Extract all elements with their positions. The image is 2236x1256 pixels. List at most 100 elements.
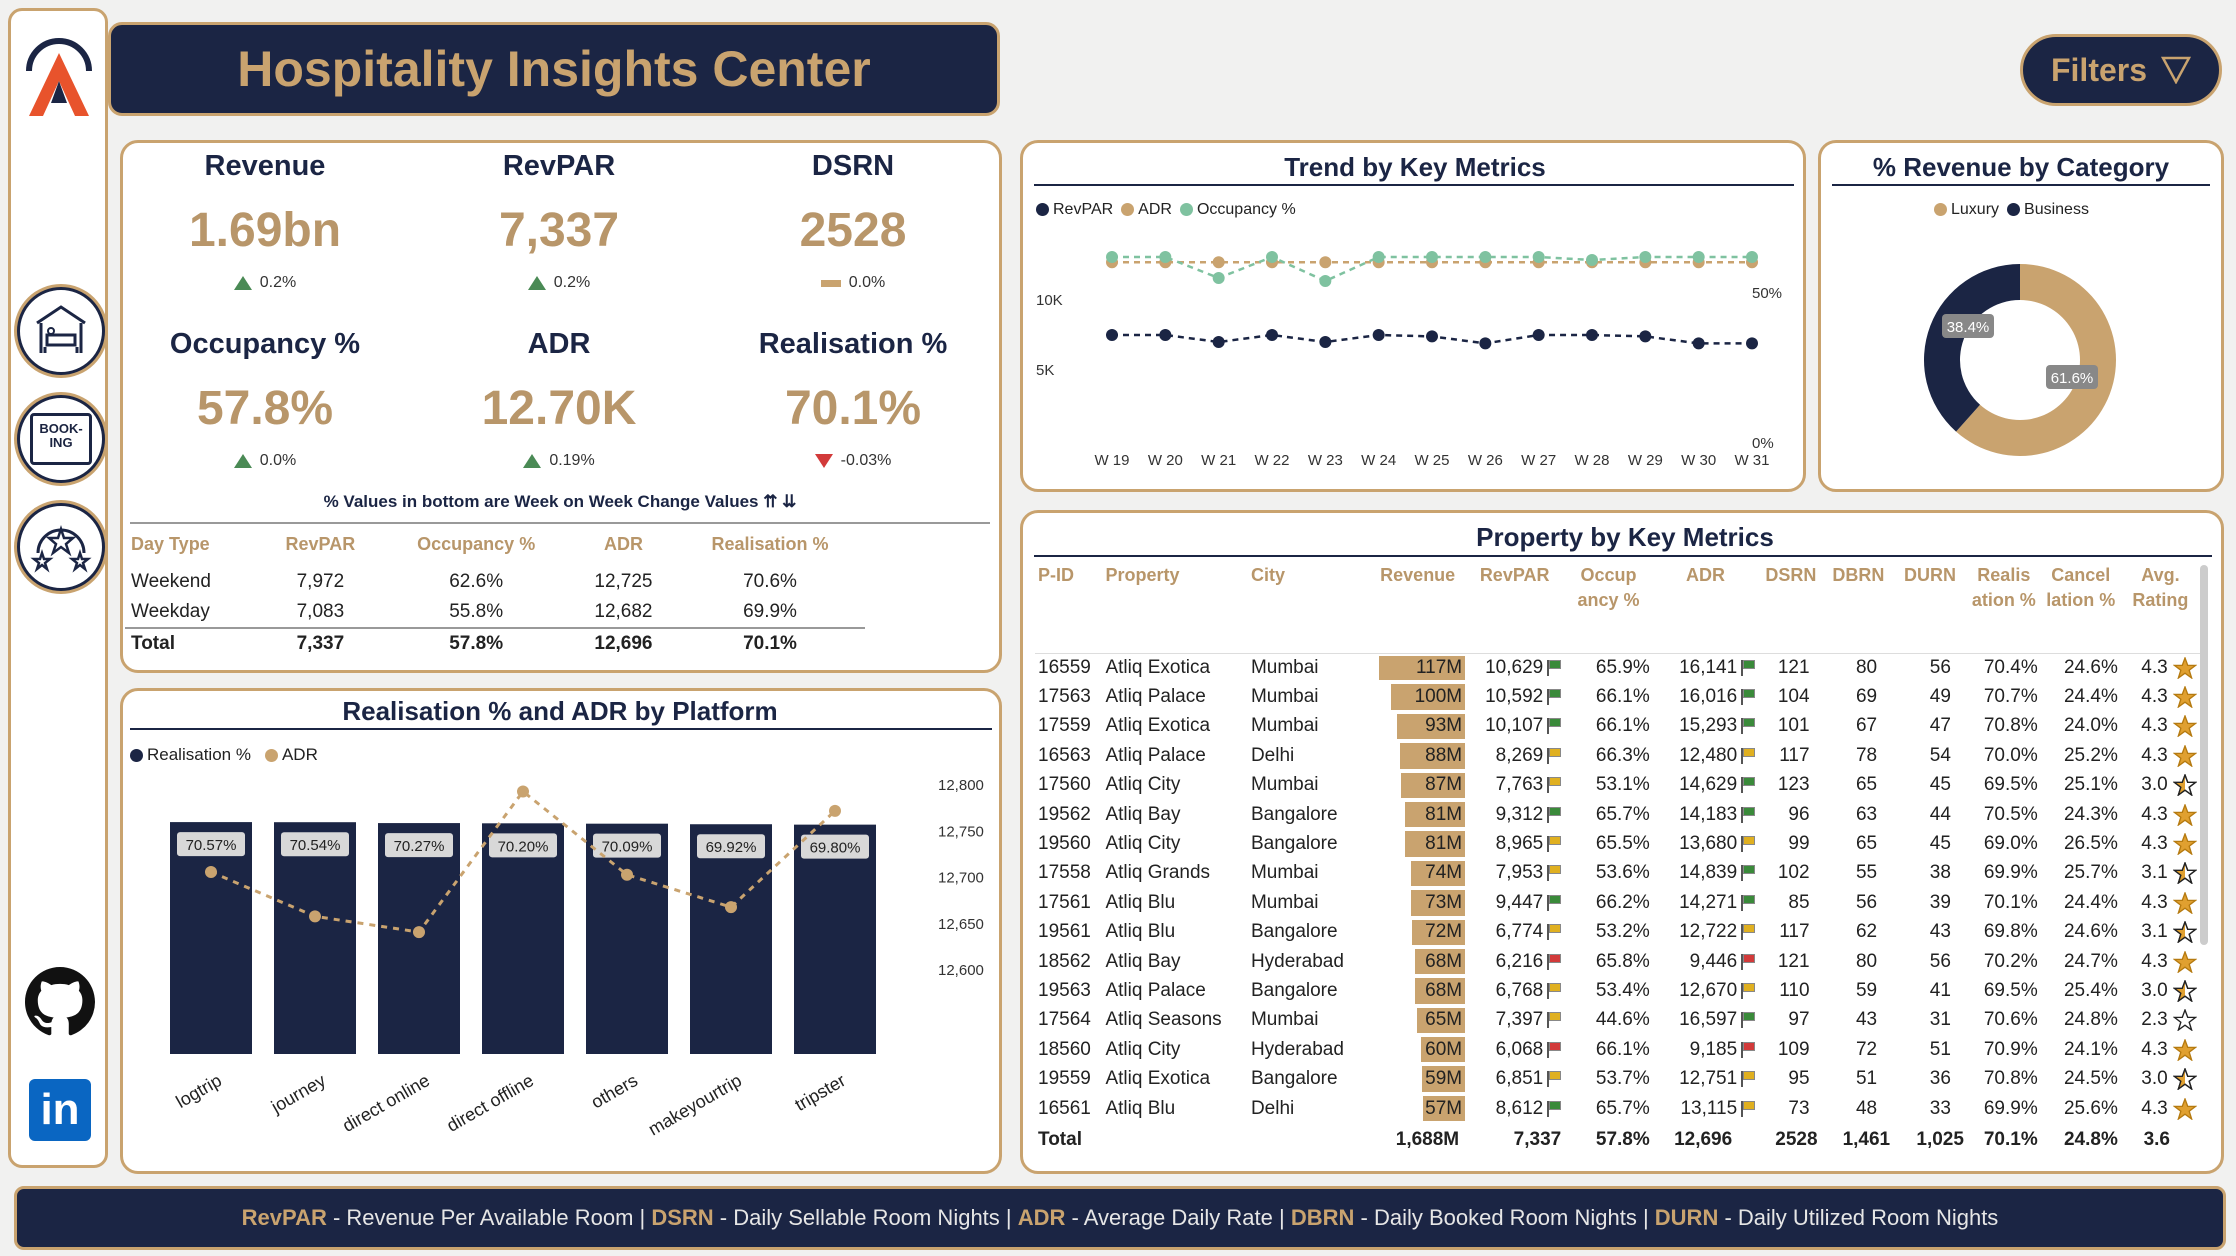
github-icon[interactable] [25,967,95,1037]
star-icon [2172,714,2198,739]
dsrn-cell: 109 [1777,1038,1810,1060]
table-row[interactable]: 16563 Atliq Palace Delhi 88M 8,269 66.3% 12,48… [1035,741,2200,770]
revpar-cell: 7,763 [1465,771,1564,800]
star-icon [2172,1008,2198,1033]
cancellation-cell: 25.2% [2063,744,2118,766]
category-legend: Luxury Business [1934,201,2089,219]
table-row[interactable]: 17558 Atliq Grands Mumbai 74M 7,953 53.6% 14,8… [1035,859,2200,888]
table-row[interactable]: 18562 Atliq Bay Hyderabad 68M 6,216 65.8% 9,44… [1035,947,2200,976]
occupancy-cell: 53.6% [1595,862,1650,884]
table-row[interactable]: 17560 Atliq City Mumbai 87M 7,763 53.1% 14,629… [1035,771,2200,800]
column-header[interactable]: DSRN [1765,565,1817,585]
total-label: Total [1038,1129,1082,1151]
dbrn-cell: 78 [1855,744,1878,766]
column-header[interactable]: Occup ancy % [1577,565,1640,610]
revpar-cell: 6,068 [1465,1035,1564,1064]
bar-label-bg [697,834,765,859]
filters-button[interactable]: Filters [2020,34,2222,106]
flag-icon [1741,806,1756,823]
revenue-databar [1405,801,1466,828]
table-row[interactable]: 19559 Atliq Exotica Bangalore 59M 6,851 53.7%… [1035,1064,2200,1093]
revenue-databar [1421,1037,1466,1063]
revpar-cell: 8,612 [1465,1094,1564,1123]
realisation-cell: 70.0% [1983,744,2038,766]
table-row[interactable]: 18560 Atliq City Hyderabad 60M 6,068 66.1% 9,1… [1035,1035,2200,1064]
data-point [1746,251,1758,263]
revenue-cell: 73M [1370,888,1466,917]
occupancy-cell: 65.8% [1595,950,1650,972]
table-cell: 7,972 [296,571,345,592]
kpi-card: Realisation % 70.1% -0.03% [708,328,998,470]
table-cell: 12,725 [594,571,653,592]
property-cell: Atliq Exotica [1102,652,1248,683]
realisation-cell: 69.9% [1983,1097,2038,1119]
table-row[interactable]: 16561 Atliq Blu Delhi 57M 8,612 65.7% 13,115 73… [1035,1094,2200,1123]
table-row[interactable]: 19560 Atliq City Bangalore 81M 8,965 65.5% 13,… [1035,829,2200,858]
dbrn-cell: 69 [1855,686,1878,708]
table-row[interactable]: 19561 Atliq Blu Bangalore 72M 6,774 53.2% 12,7… [1035,918,2200,947]
table-row[interactable]: 17563 Atliq Palace Mumbai 100M 10,592 66.1% 16… [1035,682,2200,711]
star-icon [2172,979,2198,1003]
total-row: Total 7,337 57.8% 12,696 70.1% [125,627,865,659]
kpi-change: -0.03% [708,452,998,470]
legend-item: ADR [264,745,318,765]
adr-cell: 16,016 [1653,682,1758,711]
table-row[interactable]: 17564 Atliq Seasons Mumbai 65M 7,397 44.6% 16,… [1035,1006,2200,1035]
column-header[interactable]: Realis ation % [1971,565,2036,610]
legend-item: Luxury [1934,201,1999,219]
table-row[interactable]: 19562 Atliq Bay Bangalore 81M 9,312 65.7% 14,1… [1035,800,2200,829]
occupancy-cell: 66.2% [1595,891,1650,913]
flag-icon [1741,836,1756,853]
total-real: 70.1% [1983,1129,2038,1151]
column-header[interactable]: DURN [1904,565,1957,585]
star-icon [2172,743,2198,768]
data-point [1212,256,1225,269]
x-tick-label: W 29 [1628,452,1663,469]
trend-panel [1020,140,1806,492]
city-cell: Bangalore [1250,921,1338,943]
revpar-cell: 8,965 [1465,829,1564,858]
axis-tick-label: 12,800 [938,777,984,794]
property-cell: Atliq Palace [1105,979,1206,1001]
kpi-change-value: 0.0% [848,274,886,291]
column-header[interactable]: P-ID [1038,565,1074,585]
rating-stars-icon [30,525,92,573]
revpar-cell: 7,953 [1465,859,1564,888]
adr-cell: 12,480 [1653,741,1758,770]
flag-icon [1741,924,1756,941]
column-header[interactable]: Revenue [1380,565,1456,585]
kpi-value: 2528 [799,204,907,257]
column-header[interactable]: ADR [1685,565,1725,585]
kpi-change-value: 0.2% [259,274,297,291]
column-header[interactable]: DBRN [1832,565,1885,585]
column-header[interactable]: Cancel lation % [2046,565,2116,610]
adr-cell: 9,446 [1653,947,1758,976]
table-row[interactable]: 19563 Atliq Palace Bangalore 68M 6,768 53.4% 1… [1035,976,2200,1005]
pid-cell: 17560 [1038,774,1091,796]
x-tick-label: W 26 [1468,452,1503,469]
table-row[interactable]: 17559 Atliq Exotica Mumbai 93M 10,107 66.1% 15… [1035,712,2200,741]
table-row[interactable]: 16559 Atliq Exotica Mumbai 117M 10,629 65.9% 1… [1035,652,2200,683]
hotel-nav-button[interactable] [17,287,105,375]
up-arrow-icon [523,454,542,468]
occupancy-cell: 65.9% [1564,652,1653,683]
column-header[interactable]: Day Type [131,534,210,554]
column-header[interactable]: Avg. Rating [2132,565,2189,610]
durn-cell: 33 [1929,1097,1951,1119]
rating-nav-button[interactable] [17,503,105,591]
data-point [1106,329,1118,341]
cancellation-cell: 24.8% [2063,1009,2118,1031]
cancellation-cell: 24.6% [2063,921,2118,943]
column-header[interactable]: City [1250,565,1285,585]
revpar-cell: 6,774 [1465,918,1564,947]
revpar-cell: 10,107 [1465,712,1564,741]
dsrn-cell: 85 [1788,891,1810,913]
table-row[interactable]: 17561 Atliq Blu Mumbai 73M 9,447 66.2% 14,271 8… [1035,888,2200,917]
dbrn-cell: 80 [1823,652,1894,683]
column-header[interactable]: RevPAR [1479,565,1550,585]
booking-nav-button[interactable]: BOOK-ING [17,395,105,483]
footer-desc: - Daily Sellable Room Nights | [713,1205,1018,1230]
linkedin-icon[interactable]: in [29,1079,91,1141]
table-scrollbar[interactable] [2200,565,2208,945]
column-header[interactable]: Property [1105,565,1180,585]
